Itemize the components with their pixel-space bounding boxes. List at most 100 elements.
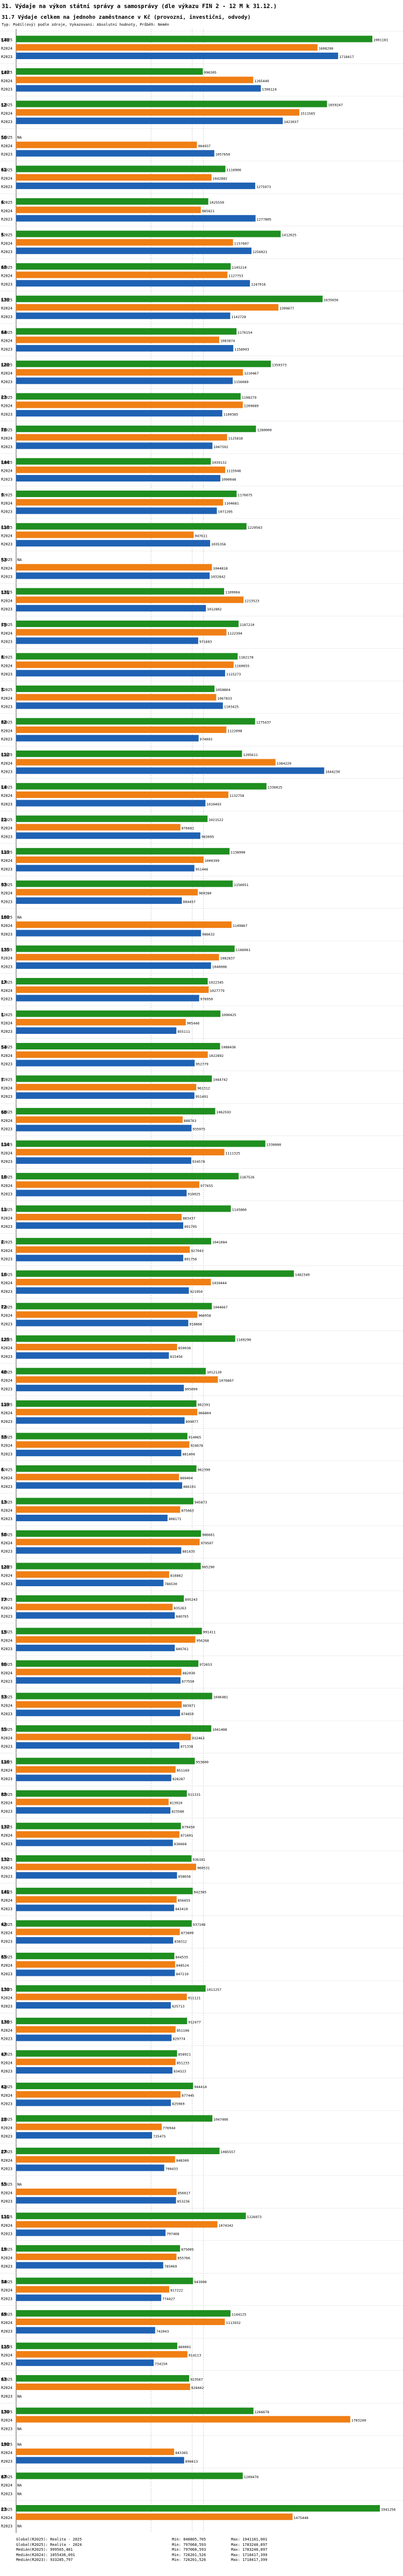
data-label: 1104681 [224,501,239,506]
data-label: 1156051 [234,883,248,887]
data-label: 1158993 [234,347,249,351]
data-label: 1088436 [221,1045,236,1049]
data-label: 1149867 [233,924,247,928]
year-label: R2024 [1,1216,12,1220]
bar [16,848,230,855]
data-label: 1157607 [234,241,249,246]
data-label: 860001 [178,2345,191,2349]
legend-max: Max: 1783240,897 [231,2548,268,2552]
category-label: 67 [1,2474,6,2480]
data-label: 1032842 [211,575,225,579]
data-label: 942385 [194,1890,207,1894]
data-label: 1210467 [244,371,258,376]
bar [16,1733,191,1740]
data-label: 932463 [192,1736,205,1740]
year-label: R2023 [1,1874,12,1879]
category-label: 137 [1,1825,9,1830]
data-label: 914113 [189,2354,202,2358]
data-label: 969280 [199,891,212,896]
data-label: 1280000 [257,428,271,432]
year-label: R2024 [1,891,12,896]
category-label: 1 [1,1012,4,1018]
data-label: 776944 [163,2126,176,2130]
bar [16,1441,190,1448]
year-label: R2023 [1,834,12,839]
bar [16,2147,220,2154]
year-label: R2024 [1,1119,12,1123]
bar [16,1766,176,1773]
bar [16,85,261,92]
bar [16,1709,181,1716]
data-label: 891795 [184,1225,197,1229]
bar [16,1920,192,1927]
year-label: R2024 [1,2093,12,2098]
legend-max: Max: 1783240,897 [231,2542,268,2547]
data-label: 1127753 [228,274,243,278]
bar [16,1060,195,1067]
bar [16,759,276,766]
year-label: R2024 [1,79,12,83]
year-label: R2023 [1,607,12,611]
year-label: R2024 [1,1281,12,1285]
na-label: NA [17,2183,22,2187]
bar [16,52,339,60]
bar [16,2351,188,2358]
bar [16,572,210,579]
data-label: 1635656 [323,298,338,302]
legend-item: Medián(R2025): 999565,481 Min: 797068,593… [16,2548,267,2553]
page-title: 31. Výdaje na výkon státní správy a samo… [2,3,277,10]
bar [16,880,233,887]
data-label: 1085557 [221,2150,235,2154]
data-label: 1275437 [256,721,271,725]
bar [16,174,212,181]
bar [16,1677,181,1684]
year-label: R2024 [1,956,12,961]
category-label: 116 [1,1760,9,1765]
year-label: R2024 [1,469,12,473]
year-label: R2024 [1,1151,12,1155]
data-label: 905446 [187,1021,200,1025]
year-label: R2024 [1,859,12,863]
category-label: 77 [1,1598,6,1603]
year-label: R2023 [1,2069,12,2074]
data-label: 856617 [178,2191,191,2195]
category-label: 69 [1,2312,6,2318]
data-label: 953600 [196,1760,209,1765]
data-label: 985821 [202,209,215,213]
year-label: R2025 [1,526,12,530]
bar [16,783,267,790]
year-label: R2023 [1,575,12,579]
bar [16,1798,169,1805]
year-label: R2025 [1,1890,12,1894]
data-label: 971603 [199,640,212,644]
year-label: R2024 [1,599,12,603]
category-label: 47 [1,2052,6,2057]
category-label: 147 [1,70,9,76]
data-label: 828287 [172,1777,185,1781]
bar [16,1172,239,1179]
bar [16,815,208,822]
data-label: 874859 [181,1712,194,1716]
legend-max: Max: 1718417,399 [231,2558,268,2562]
bar [16,1287,189,1294]
data-label: 1035356 [211,542,226,546]
bar [16,962,211,969]
year-label: R2025 [1,2377,12,2381]
bar [16,2059,176,2066]
year-label: R2024 [1,501,12,506]
data-label: 986661 [202,1532,215,1537]
year-label: R2023 [1,315,12,319]
bar [16,271,228,278]
data-label: 1265449 [254,79,269,83]
data-label: 1412025 [282,233,296,238]
year-label: R2025 [1,1208,12,1212]
category-label: 35 [1,1728,6,1733]
data-label: 1071205 [218,510,233,514]
bar [16,1400,197,1407]
bar [16,117,283,124]
bar [16,2082,193,2090]
bar [16,1376,218,1383]
year-label: R2025 [1,395,12,400]
year-label: R2024 [1,274,12,278]
year-label: R2024 [1,1768,12,1773]
